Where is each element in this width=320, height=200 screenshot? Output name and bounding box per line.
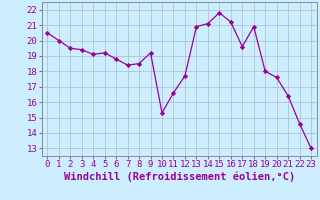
X-axis label: Windchill (Refroidissement éolien,°C): Windchill (Refroidissement éolien,°C): [64, 172, 295, 182]
